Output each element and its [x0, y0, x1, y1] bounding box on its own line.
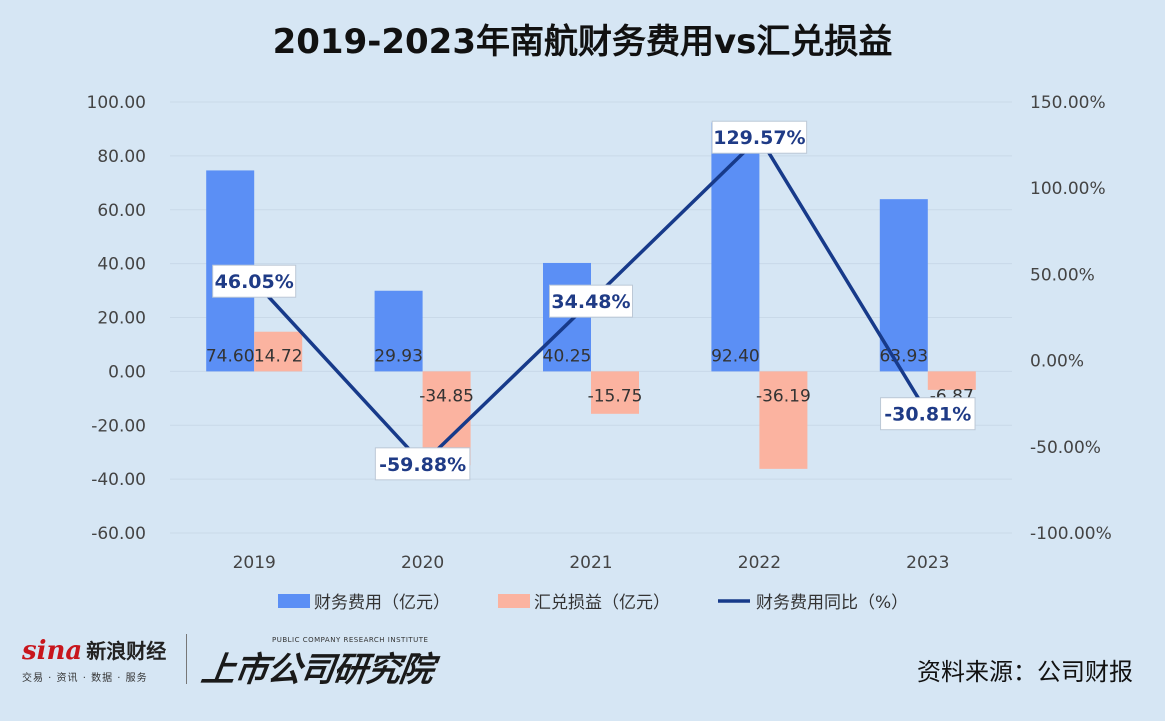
left-tick-label: 100.00 — [87, 93, 146, 113]
yoy-label-box — [374, 447, 471, 481]
bar-expense — [711, 122, 760, 372]
right-tick-label: 150.00% — [1030, 93, 1106, 113]
yoy-label: 129.57% — [711, 120, 808, 154]
right-tick-label: -100.00% — [1030, 524, 1112, 544]
chart-title: 2019-2023年南航财务费用vs汇兑损益 — [272, 22, 893, 62]
bar-expense — [879, 199, 928, 372]
sina-name: 新浪财经 — [86, 639, 167, 663]
legend-label-yoy: 财务费用同比（%） — [756, 593, 908, 613]
sina-logo: sina 新浪财经 — [22, 638, 166, 664]
institute-tagline: PUBLIC COMPANY RESEARCH INSTITUTE — [272, 636, 429, 644]
left-tick-label: -60.00 — [91, 524, 146, 544]
left-tick-label: 40.00 — [97, 255, 146, 275]
bar-expense-label: 29.93 — [374, 346, 423, 366]
right-tick-label: -50.00% — [1030, 438, 1101, 458]
x-tick-label: 2022 — [738, 553, 781, 573]
legend-label-expense: 财务费用（亿元） — [314, 593, 450, 613]
right-tick-label: 0.00% — [1030, 352, 1084, 372]
legend-swatch-fx — [498, 594, 530, 608]
right-tick-label: 100.00% — [1030, 179, 1106, 199]
x-tick-label: 2020 — [401, 553, 444, 573]
yoy-label-text: 129.57% — [713, 127, 805, 149]
yoy-label-box — [880, 397, 976, 431]
right-axis-ticks: 150.00% 100.00% 50.00% 0.00% -50.00% -100.00% — [1030, 93, 1112, 544]
yoy-label: -59.88% — [374, 447, 471, 481]
left-tick-label: -40.00 — [91, 470, 146, 490]
institute-logo: 上市公司研究院 — [198, 650, 436, 690]
yoy-label: 34.48% — [549, 284, 633, 318]
sina-mark: sina — [22, 636, 83, 666]
bar-expense-label: 92.40 — [711, 346, 760, 366]
left-axis-ticks: 100.00 80.00 60.00 40.00 20.00 0.00 -20.00 -40.… — [87, 93, 146, 544]
yoy-label-text: -30.81% — [884, 404, 971, 426]
x-tick-label: 2019 — [233, 553, 276, 573]
chart-area: 100.00 80.00 60.00 40.00 20.00 0.00 -20.00 -40.… — [87, 93, 1112, 613]
yoy-label: 46.05% — [212, 264, 297, 298]
left-tick-label: 80.00 — [97, 147, 146, 167]
left-tick-label: 20.00 — [97, 309, 146, 329]
bar-expense — [374, 290, 423, 372]
yoy-label-text: 46.05% — [215, 271, 294, 293]
legend-swatch-expense — [278, 594, 310, 608]
yoy-label-text: -59.88% — [379, 454, 466, 476]
legend: 财务费用（亿元） 汇兑损益（亿元） 财务费用同比（%） — [278, 593, 908, 613]
legend-label-fx: 汇兑损益（亿元） — [534, 593, 670, 613]
footer-divider — [186, 634, 187, 684]
yoy-label: -30.81% — [880, 397, 976, 431]
bar-fx — [927, 371, 976, 390]
x-axis-ticks: 2019 2020 2021 2022 2023 — [233, 553, 950, 573]
bar-fx — [254, 331, 303, 372]
bar-fx-label: -15.75 — [588, 386, 643, 406]
x-tick-label: 2021 — [569, 553, 612, 573]
x-tick-label: 2023 — [906, 553, 949, 573]
bar-fx-label: 14.72 — [254, 346, 303, 366]
yoy-data-labels: 46.05% -59.88% 34.48% 129.57% -30.81% — [212, 120, 976, 481]
right-tick-label: 50.00% — [1030, 265, 1095, 285]
yoy-label-box — [212, 264, 297, 298]
sina-subtitle: 交易 · 资讯 · 数据 · 服务 — [22, 673, 148, 684]
left-tick-label: -20.00 — [91, 416, 146, 436]
bar-fx — [591, 371, 639, 414]
source-note: 资料来源：公司财报 — [917, 658, 1133, 686]
left-tick-label: 60.00 — [97, 201, 146, 221]
bar-expense-label: 40.25 — [543, 346, 592, 366]
yoy-label-box — [549, 284, 633, 318]
bar-fx — [759, 371, 808, 469]
bar-fx-label: -34.85 — [419, 386, 474, 406]
bar-expense-label: 74.60 — [206, 346, 255, 366]
left-tick-label: 0.00 — [108, 362, 146, 382]
bar-fx-label: -36.19 — [756, 386, 811, 406]
yoy-label-box — [711, 120, 808, 154]
yoy-label-text: 34.48% — [551, 291, 630, 313]
